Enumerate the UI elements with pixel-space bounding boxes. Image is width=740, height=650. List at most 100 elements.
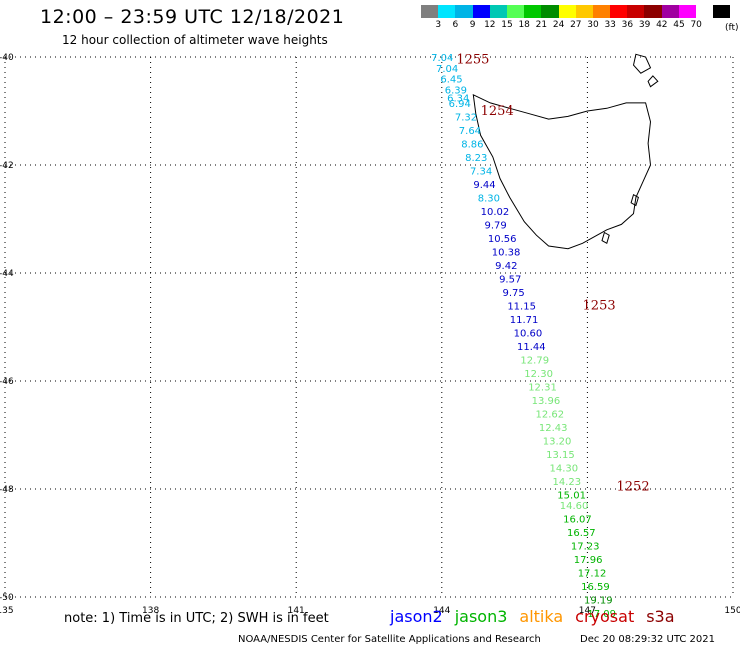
legend-swatch [558, 5, 576, 18]
lat-tick-label: -50 [0, 593, 14, 603]
mission-jason2: jason2 [390, 607, 443, 626]
wave-height-label: 12.79 [520, 355, 549, 366]
tasmania-coastline [472, 93, 652, 250]
lon-tick-label: 138 [142, 606, 159, 616]
legend-swatch [678, 5, 696, 18]
wave-height-label: 14.30 [550, 463, 579, 474]
wave-height-label: 16.59 [581, 582, 610, 593]
wave-height-label: 14.23 [552, 477, 581, 488]
legend-ticks: 3 6 9 12 15 18 21 24 27 30 33 36 39 42 45 70 [421, 18, 730, 32]
island-coastline [647, 75, 659, 88]
mission-s3a: s3a [646, 607, 675, 626]
wave-height-label: 9.79 [485, 220, 507, 231]
wave-height-label: 10.56 [488, 234, 517, 245]
footer-credit: NOAA/NESDIS Center for Satellite Applica… [238, 634, 541, 645]
legend-tick-label: 33 [604, 20, 616, 30]
mission-altika: altika [519, 607, 564, 626]
pass-number-label: 1253 [583, 298, 616, 313]
wave-height-label: 7.04 [431, 53, 453, 64]
legend-swatch [489, 5, 507, 18]
legend-swatch [524, 5, 542, 18]
legend-tick-label: 3 [435, 20, 442, 30]
pass-number-label: 1254 [481, 104, 514, 119]
wave-height-label: 19.19 [584, 596, 613, 607]
wave-height-label: 11.71 [510, 315, 539, 326]
wave-height-label: 6.34 [447, 94, 469, 105]
legend-tick-label: 6 [452, 20, 459, 30]
wave-height-label: 8.86 [461, 139, 483, 150]
legend-tick-label: 15 [501, 20, 513, 30]
legend-tick-label: 70 [690, 20, 702, 30]
legend-swatch [506, 5, 525, 18]
wave-height-label: 13.20 [543, 436, 572, 447]
wave-height-label: 7.64 [459, 126, 481, 137]
wave-height-label: 9.57 [499, 274, 521, 285]
legend-swatch [438, 5, 456, 18]
legend-tick-label: 30 [587, 20, 599, 30]
footer-note: note: 1) Time is in UTC; 2) SWH is in fe… [64, 611, 329, 626]
wave-height-label: 16.07 [563, 515, 592, 526]
mission-jason3: jason3 [454, 607, 508, 626]
wave-height-label: 10.02 [481, 207, 510, 218]
lon-tick-label: 144 [433, 606, 450, 616]
mission-cryosat: cryosat [575, 607, 635, 626]
legend-swatch [644, 5, 662, 18]
wave-height-label: 6.94 [449, 99, 471, 110]
island-coastline [601, 231, 610, 245]
wave-height-label: 6.39 [445, 85, 467, 96]
wave-height-label: 9.75 [502, 288, 524, 299]
wave-height-label: 10.38 [492, 247, 521, 258]
legend-swatch [696, 5, 714, 18]
wave-height-label: 13.15 [546, 450, 575, 461]
wave-height-label: 12.30 [524, 369, 553, 380]
lon-tick-label: 147 [579, 606, 596, 616]
legend-tick-label: 39 [638, 20, 651, 30]
wave-height-label: 9.42 [495, 261, 517, 272]
legend-tick-label: 27 [570, 20, 582, 30]
wave-height-label: 7.04 [436, 64, 458, 75]
mission-legend: jason2 jason3 altika cryosat s3a [390, 607, 687, 626]
legend-swatch [627, 5, 645, 18]
legend-swatch [421, 5, 439, 18]
legend-swatch [541, 5, 559, 18]
wave-height-label: 8.23 [465, 153, 487, 164]
legend-swatch [575, 5, 593, 18]
footer-timestamp: Dec 20 08:29:32 UTC 2021 [580, 634, 715, 645]
wave-height-label: 17.09 [587, 609, 616, 620]
wave-height-label: 17.23 [571, 542, 600, 553]
island-coastline [630, 193, 639, 207]
page-title: 12:00 – 23:59 UTC 12/18/2021 [40, 6, 345, 28]
pass-number-label: 1252 [617, 479, 650, 494]
wave-height-label: 15.01 [557, 490, 586, 501]
wave-height-label: 12.62 [535, 409, 564, 420]
legend-swatch [661, 5, 679, 18]
footer-credit-row: NOAA/NESDIS Center for Satellite Applica… [238, 634, 715, 645]
page-subtitle: 12 hour collection of altimeter wave hei… [62, 33, 328, 47]
lat-tick-label: -42 [0, 161, 14, 171]
legend-tick-label: 24 [552, 20, 565, 30]
legend-swatch [592, 5, 611, 18]
wave-height-label: 9.44 [473, 180, 495, 191]
legend-swatches [421, 5, 731, 18]
lat-tick-label: -48 [0, 485, 14, 495]
pass-number-label: 1255 [456, 53, 489, 68]
wave-height-label: 8.30 [478, 193, 500, 204]
wave-height-label: 16.57 [567, 528, 596, 539]
wave-height-label: 7.32 [455, 112, 477, 123]
legend-tick-label: 18 [518, 20, 530, 30]
wave-height-label: 10.60 [514, 328, 543, 339]
legend-unit: (ft) [725, 23, 739, 33]
wave-height-label: 17.12 [578, 569, 607, 580]
lon-tick-label: 141 [288, 606, 305, 616]
lon-tick-label: 135 [0, 606, 14, 616]
wave-height-label: 14.60 [560, 501, 589, 512]
wave-height-label: 11.44 [517, 342, 546, 353]
wave-height-label: 7.34 [470, 166, 492, 177]
legend-tick-label: 12 [484, 20, 496, 30]
wave-height-label: 11.15 [507, 301, 536, 312]
lat-tick-label: -46 [0, 377, 14, 387]
legend-swatch [455, 5, 473, 18]
lat-tick-label: -44 [0, 269, 14, 279]
color-legend: 3 6 9 12 15 18 21 24 27 30 33 36 39 42 45 70 (ft) [421, 5, 739, 33]
